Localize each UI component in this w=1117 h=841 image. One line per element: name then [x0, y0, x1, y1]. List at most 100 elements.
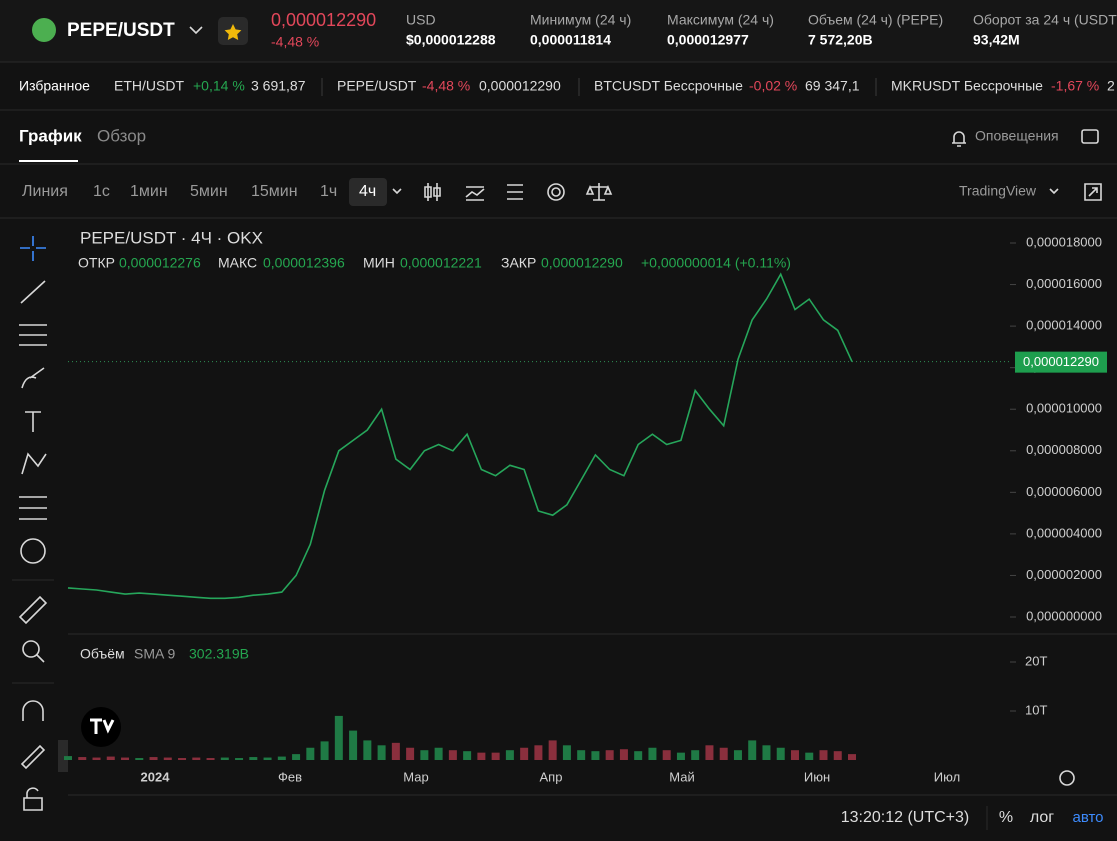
volume-bar	[562, 745, 571, 760]
tab[interactable]: График	[19, 126, 82, 145]
x-tick-label: 2024	[141, 769, 171, 784]
x-tick-label: Мар	[403, 769, 428, 784]
y-tick-label: 0,000004000	[1026, 525, 1102, 540]
ticker-name[interactable]: PEPE/USDT	[337, 78, 417, 94]
settings-icon[interactable]	[1059, 770, 1075, 786]
x-tick-label: Фев	[278, 769, 302, 784]
y2-tick-label: 20T	[1025, 653, 1047, 668]
y-tick-label: 0,000002000	[1026, 567, 1102, 582]
volume-bar	[505, 750, 514, 760]
volume-bar	[833, 751, 842, 760]
stat-label: USD	[406, 12, 436, 28]
volume-bar	[719, 747, 728, 760]
stat-value: 0,000012977	[667, 32, 749, 48]
ohlc-label: ОТКР	[78, 255, 115, 271]
stat-label: Минимум (24 ч)	[530, 12, 631, 28]
volume-bar	[463, 751, 472, 760]
volume-sma: SMA 9	[134, 646, 175, 662]
collapse-handle[interactable]	[58, 740, 68, 772]
favorites[interactable]: Избранное	[19, 78, 90, 94]
y-tick-label: 0,000010000	[1026, 401, 1102, 416]
volume-bar	[135, 758, 144, 760]
stat-value: 7 572,20B	[808, 32, 873, 48]
stat-value: $0,000012288	[406, 32, 496, 48]
volume-bar	[776, 747, 785, 760]
provider[interactable]: TradingView	[959, 183, 1037, 199]
y-tick-label: 0,000006000	[1026, 484, 1102, 499]
y-tick-label: 0,000016000	[1026, 276, 1102, 291]
bell-icon[interactable]	[952, 131, 966, 147]
volume-bar	[192, 757, 201, 760]
interval[interactable]: 4ч	[359, 183, 376, 200]
interval-dropdown[interactable]	[392, 188, 402, 195]
volume-sma-value: 302.319B	[189, 646, 249, 662]
interval[interactable]: Линия	[22, 183, 68, 200]
interval[interactable]: 15мин	[251, 183, 298, 200]
toolbar-icons[interactable]	[424, 183, 613, 201]
ticker-price: 2	[1107, 78, 1115, 94]
ticker-change: +0,14 %	[193, 78, 245, 94]
chart-title: PEPE/USDT · 4Ч · OKX	[80, 228, 263, 247]
volume-bar	[548, 740, 557, 760]
volume-bar	[434, 747, 443, 760]
ohlc-label: ЗАКР	[501, 255, 536, 271]
ticker-change: -1,67 %	[1051, 78, 1099, 94]
clock: 13:20:12 (UTC+3)	[841, 809, 970, 826]
interval[interactable]: 5мин	[190, 183, 228, 200]
volume-bar	[149, 757, 158, 760]
ticker-price: 69 347,1	[805, 78, 860, 94]
drawing-tools[interactable]	[18, 236, 48, 811]
ticker-change: -4,48 %	[422, 78, 470, 94]
interval[interactable]: 1ч	[320, 183, 337, 200]
ohlc-change: +0,000000014 (+0.11%)	[641, 255, 791, 271]
pair: PEPE/USDT	[67, 20, 175, 41]
price: 0,000012290	[271, 10, 376, 30]
alerts[interactable]: Оповещения	[975, 128, 1059, 144]
x-tick-label: Май	[669, 769, 694, 784]
volume-bar	[178, 758, 187, 760]
ohlc-label: МАКС	[218, 255, 257, 271]
tab[interactable]: Обзор	[97, 126, 146, 145]
ticker-name[interactable]: MKRUSDT Бессрочные	[891, 78, 1043, 94]
price-line	[67, 272, 853, 600]
volume-bar	[306, 747, 315, 760]
volume-bar	[263, 757, 272, 760]
volume-bar	[121, 757, 130, 760]
volume-bar	[277, 756, 286, 760]
interval[interactable]: 1мин	[130, 183, 168, 200]
stat-label: Объем (24 ч) (PEPE)	[808, 12, 943, 28]
volume-bar	[106, 756, 115, 760]
ticker-price: 0,000012290	[479, 78, 561, 94]
fullscreen-icon[interactable]	[1084, 183, 1102, 201]
ticker-name[interactable]: BTCUSDT Бессрочные	[594, 78, 743, 94]
stat-label: Оборот за 24 ч (USDT	[973, 12, 1117, 28]
volume-bar	[206, 758, 215, 760]
ohlc-value: 0,000012290	[541, 255, 623, 271]
volume-bar	[220, 757, 229, 760]
volume-bar	[634, 751, 643, 760]
auto-toggle[interactable]: авто	[1072, 809, 1103, 826]
volume-bar	[163, 757, 172, 760]
volume-bar	[676, 752, 685, 760]
volume-bar	[762, 745, 771, 760]
volume-bar	[619, 749, 628, 760]
percent-toggle[interactable]: %	[999, 809, 1013, 826]
volume-bar	[577, 750, 586, 760]
ticker-change: -0,02 %	[749, 78, 797, 94]
active-interval	[349, 178, 387, 206]
log-toggle[interactable]: лог	[1030, 809, 1054, 826]
last-price-tag	[1015, 351, 1107, 373]
layout-icon[interactable]	[1081, 129, 1099, 144]
interval[interactable]: 1с	[93, 183, 110, 200]
star-icon	[224, 24, 242, 40]
provider-dropdown[interactable]	[1049, 188, 1059, 195]
tv-logo-mark	[90, 718, 115, 734]
ohlc-value: 0,000012276	[119, 255, 201, 271]
volume-bar	[92, 757, 101, 760]
volume-bar	[805, 752, 814, 760]
pair-dropdown[interactable]	[189, 26, 203, 35]
ticker-name[interactable]: ETH/USDT	[114, 78, 184, 94]
volume-bar	[691, 750, 700, 760]
